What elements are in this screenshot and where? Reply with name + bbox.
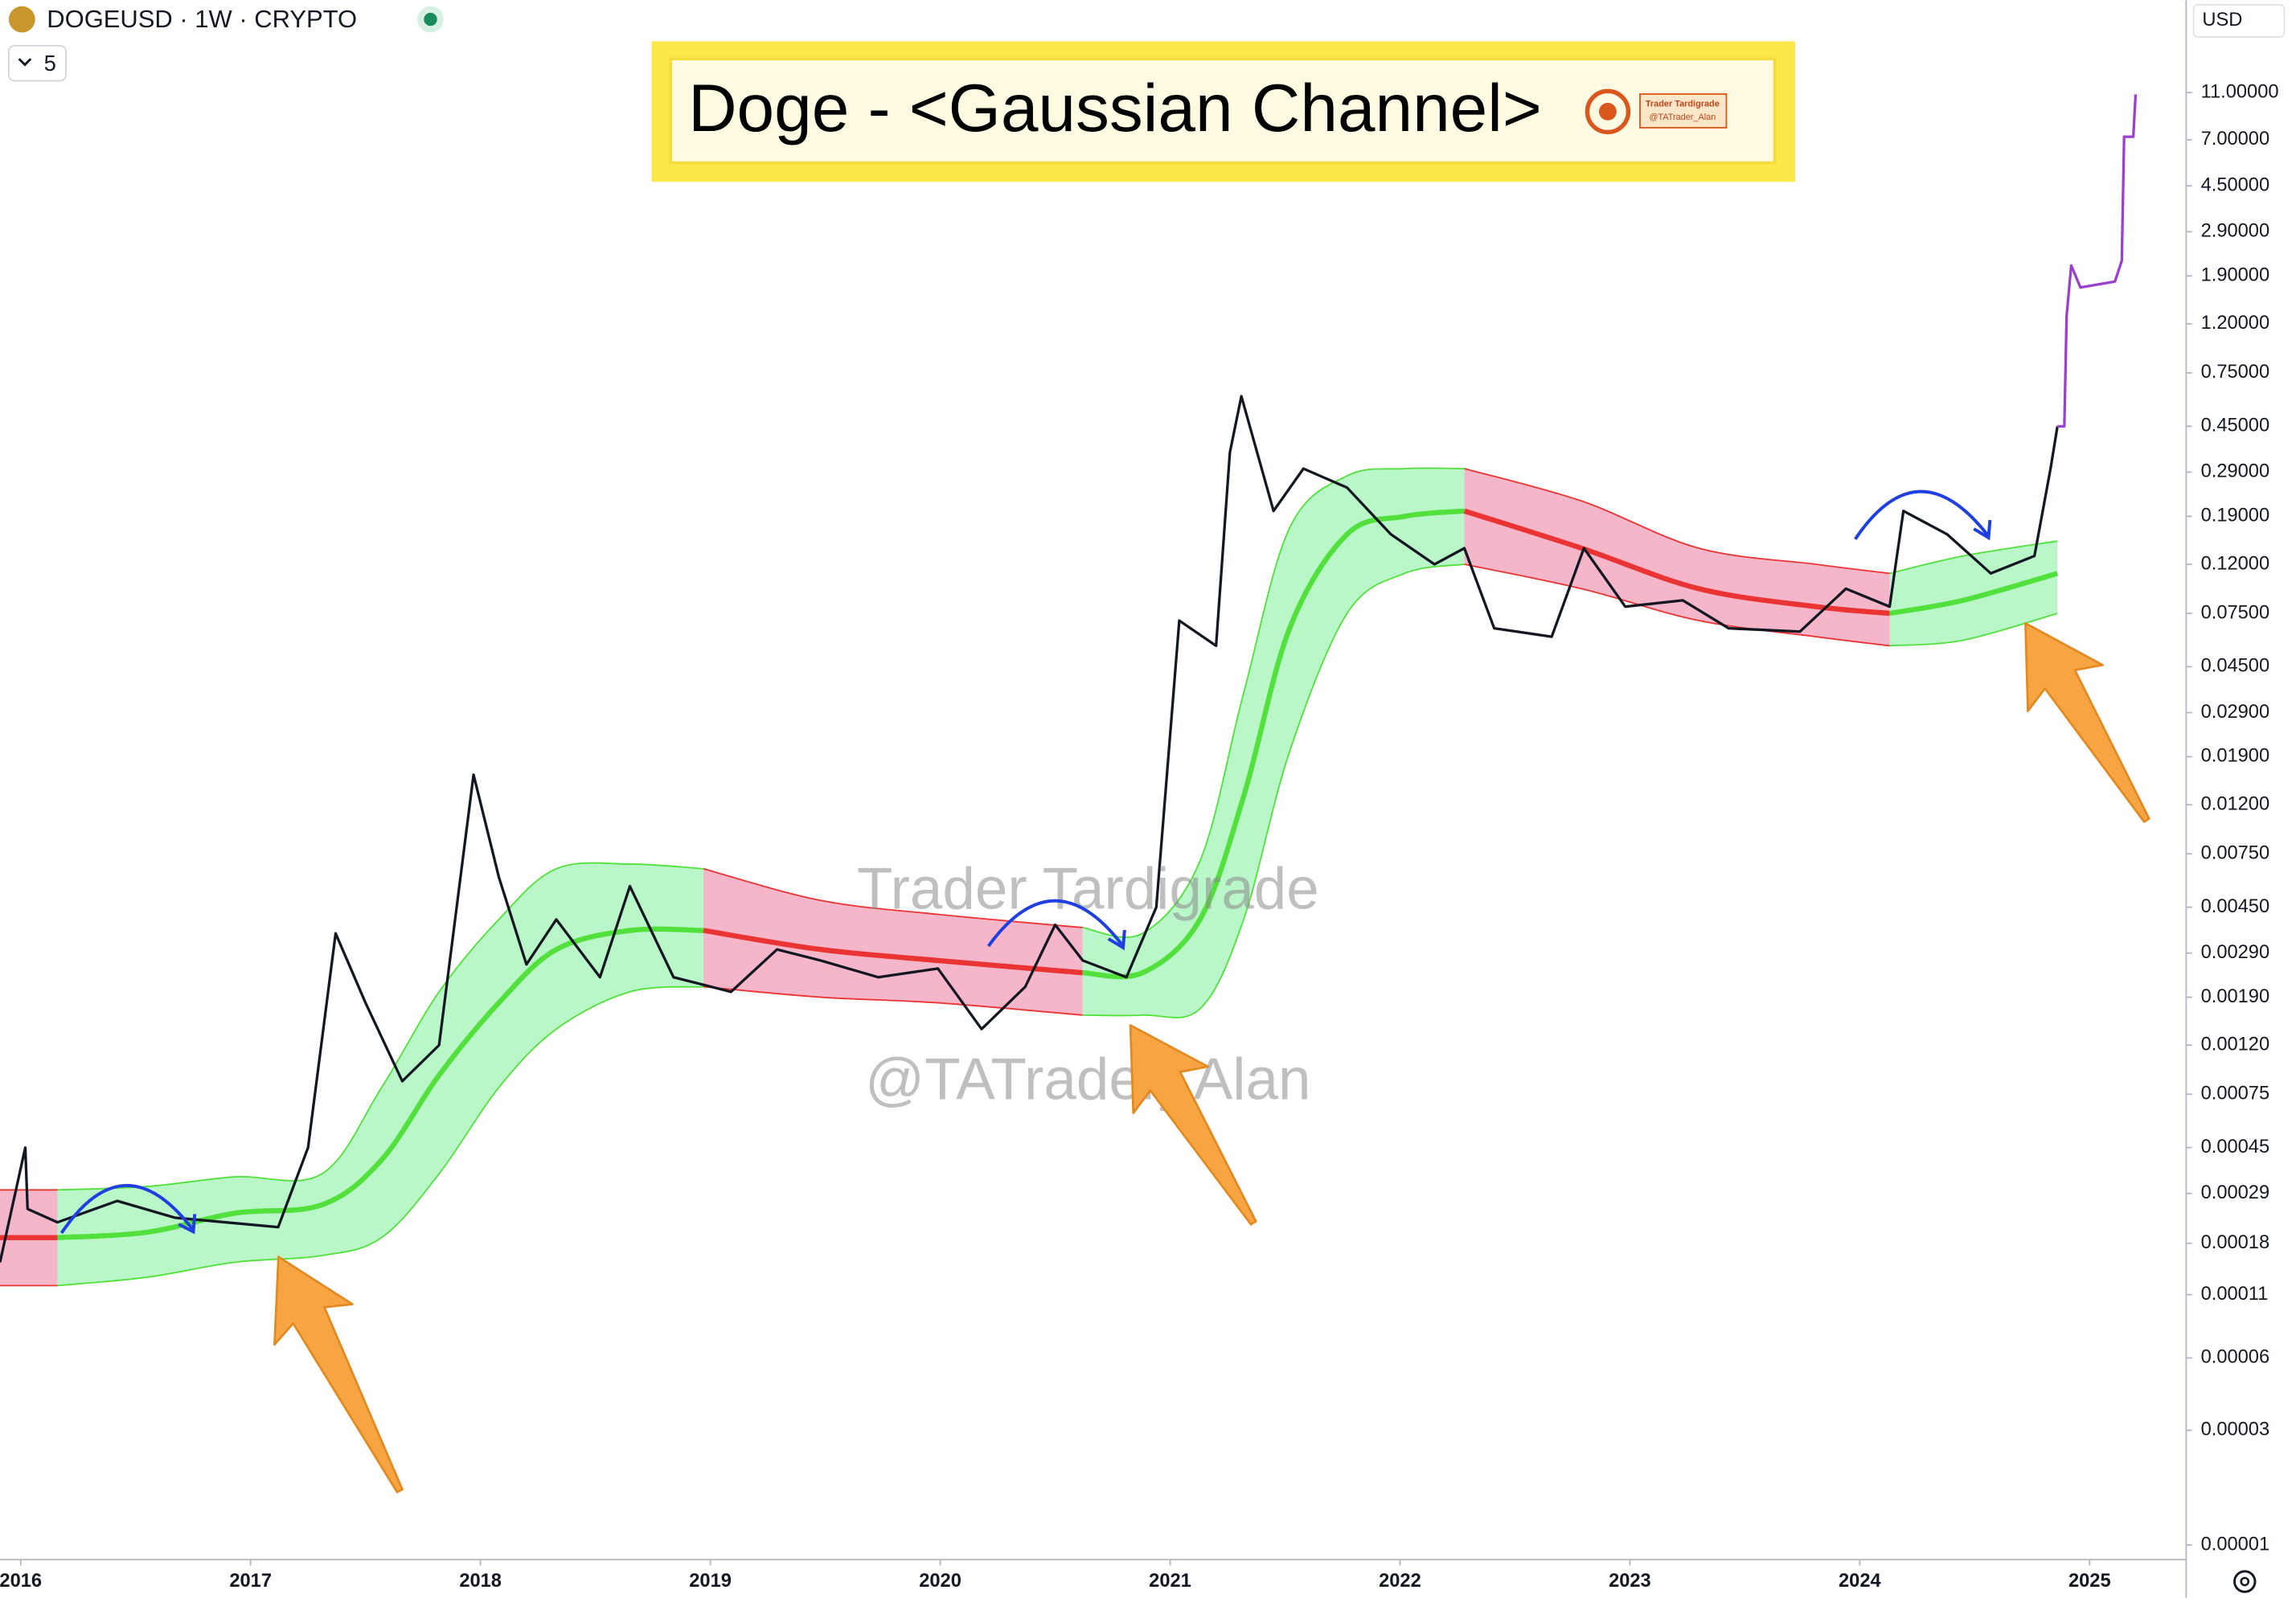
plot-area: [0, 94, 2138, 1287]
arrow: [1129, 1024, 1257, 1226]
y-tick-label: 0.00029: [2201, 1182, 2270, 1203]
x-tick-label: 2022: [1379, 1571, 1421, 1592]
arrow: [273, 1256, 404, 1494]
currency-label[interactable]: USD: [2202, 10, 2242, 31]
channel-upper: [57, 862, 704, 1191]
badge-box: [1639, 93, 1728, 129]
x-tick-label: 2020: [919, 1571, 961, 1592]
y-tick-label: 0.07500: [2201, 602, 2270, 623]
x-tick-label: 2025: [2068, 1571, 2111, 1592]
y-tick-label: 0.19000: [2201, 506, 2270, 527]
channel-mid: [1463, 508, 1890, 617]
x-tick-label: 2021: [1149, 1571, 1191, 1592]
watermark: @TATrader_Alan: [865, 1047, 1310, 1112]
symbol-title: DOGEUSD · 1W · CRYPTO: [47, 5, 357, 33]
arc-arrow: [986, 899, 1126, 951]
y-tick-label: 0.45000: [2201, 416, 2270, 436]
y-tick-label: 1.20000: [2201, 313, 2270, 334]
y-tick-label: 0.00750: [2201, 842, 2270, 863]
gear[interactable]: [2240, 1576, 2250, 1587]
y-tick-label: 0.00001: [2201, 1534, 2270, 1555]
annotation-arcs: [59, 490, 1992, 1235]
x-tick-label: 2016: [0, 1571, 42, 1592]
channel-lower: [1889, 613, 2058, 647]
y-tick-label: 0.00450: [2201, 896, 2270, 917]
channel-lower: [57, 985, 704, 1287]
channel-band: [703, 868, 1083, 1015]
channel-band: [1889, 541, 2058, 646]
channel-lower: [1082, 563, 1465, 1018]
x-tick-label: 2023: [1609, 1571, 1651, 1592]
y-tick-label: 0.00075: [2201, 1084, 2270, 1104]
y-tick-label: 0.00003: [2201, 1420, 2270, 1440]
indicator-count[interactable]: 5: [44, 51, 56, 76]
badge-icon: [1585, 88, 1631, 135]
channel-band: [1082, 468, 1465, 1018]
x-tick-label: 2018: [459, 1571, 502, 1592]
x-tick-label: 2017: [229, 1571, 272, 1592]
y-tick-label: 2.90000: [2201, 221, 2270, 242]
channel-lower: [1464, 563, 1890, 647]
y-tick-label: 0.00045: [2201, 1137, 2270, 1158]
gear[interactable]: [2233, 1570, 2257, 1593]
price-line: [2057, 94, 2138, 428]
y-tick-label: 0.00006: [2201, 1347, 2270, 1368]
channel-upper: [1082, 467, 1465, 938]
channel-upper: [703, 867, 1083, 928]
channel-band: [57, 863, 704, 1286]
x-tick-label: 2019: [689, 1571, 732, 1592]
y-tick-label: 11.00000: [2201, 81, 2279, 102]
y-tick-label: 0.00290: [2201, 942, 2270, 963]
y-tick-label: 0.01900: [2201, 746, 2270, 767]
y-tick-label: 0.02900: [2201, 702, 2270, 723]
channel-mid: [1082, 508, 1465, 980]
arc-arrow: [59, 1183, 197, 1235]
y-tick-label: 7.00000: [2201, 129, 2270, 150]
chart-title: Doge - <Gaussian Channel>: [688, 70, 1542, 145]
y-tick-label: 0.00190: [2201, 986, 2270, 1007]
symbol-icon: [8, 6, 35, 33]
chevron: [18, 58, 32, 67]
y-tick-label: 0.12000: [2201, 553, 2270, 574]
arrow: [2024, 621, 2150, 823]
badge-text: @TATrader_Alan: [1649, 113, 1716, 122]
y-tick-label: 0.01200: [2201, 793, 2270, 814]
title-inner: [669, 57, 1777, 165]
price-line: [0, 395, 2059, 1263]
annotation-arrows: [273, 621, 2150, 1494]
badge-icon: [1599, 102, 1617, 121]
x-tick-label: 2024: [1839, 1571, 1881, 1592]
arc-arrow: [1854, 490, 1992, 541]
y-tick-label: 0.75000: [2201, 362, 2270, 383]
badge-text: Trader Tardigrade: [1646, 100, 1720, 109]
y-tick-label: 0.04500: [2201, 656, 2270, 677]
settings-icon[interactable]: [2233, 1570, 2257, 1593]
channel-mid: [703, 928, 1084, 976]
y-tick-label: 0.00120: [2201, 1034, 2270, 1055]
currency-button[interactable]: [2192, 3, 2286, 38]
y-tick-label: 1.90000: [2201, 264, 2270, 285]
indicator-toggle[interactable]: [8, 44, 67, 82]
channel-mid: [1888, 571, 2059, 617]
y-tick-label: 0.29000: [2201, 461, 2270, 482]
channel-upper: [1464, 468, 1890, 575]
y-tick-label: 0.00011: [2201, 1284, 2269, 1305]
y-tick-label: 0.00018: [2201, 1232, 2270, 1253]
channel-lower: [703, 985, 1083, 1016]
status-dot: [424, 12, 437, 27]
y-tick-label: 4.50000: [2201, 174, 2270, 195]
badge: Trader Tardigrade @TATrader_Alan: [1585, 88, 1728, 135]
